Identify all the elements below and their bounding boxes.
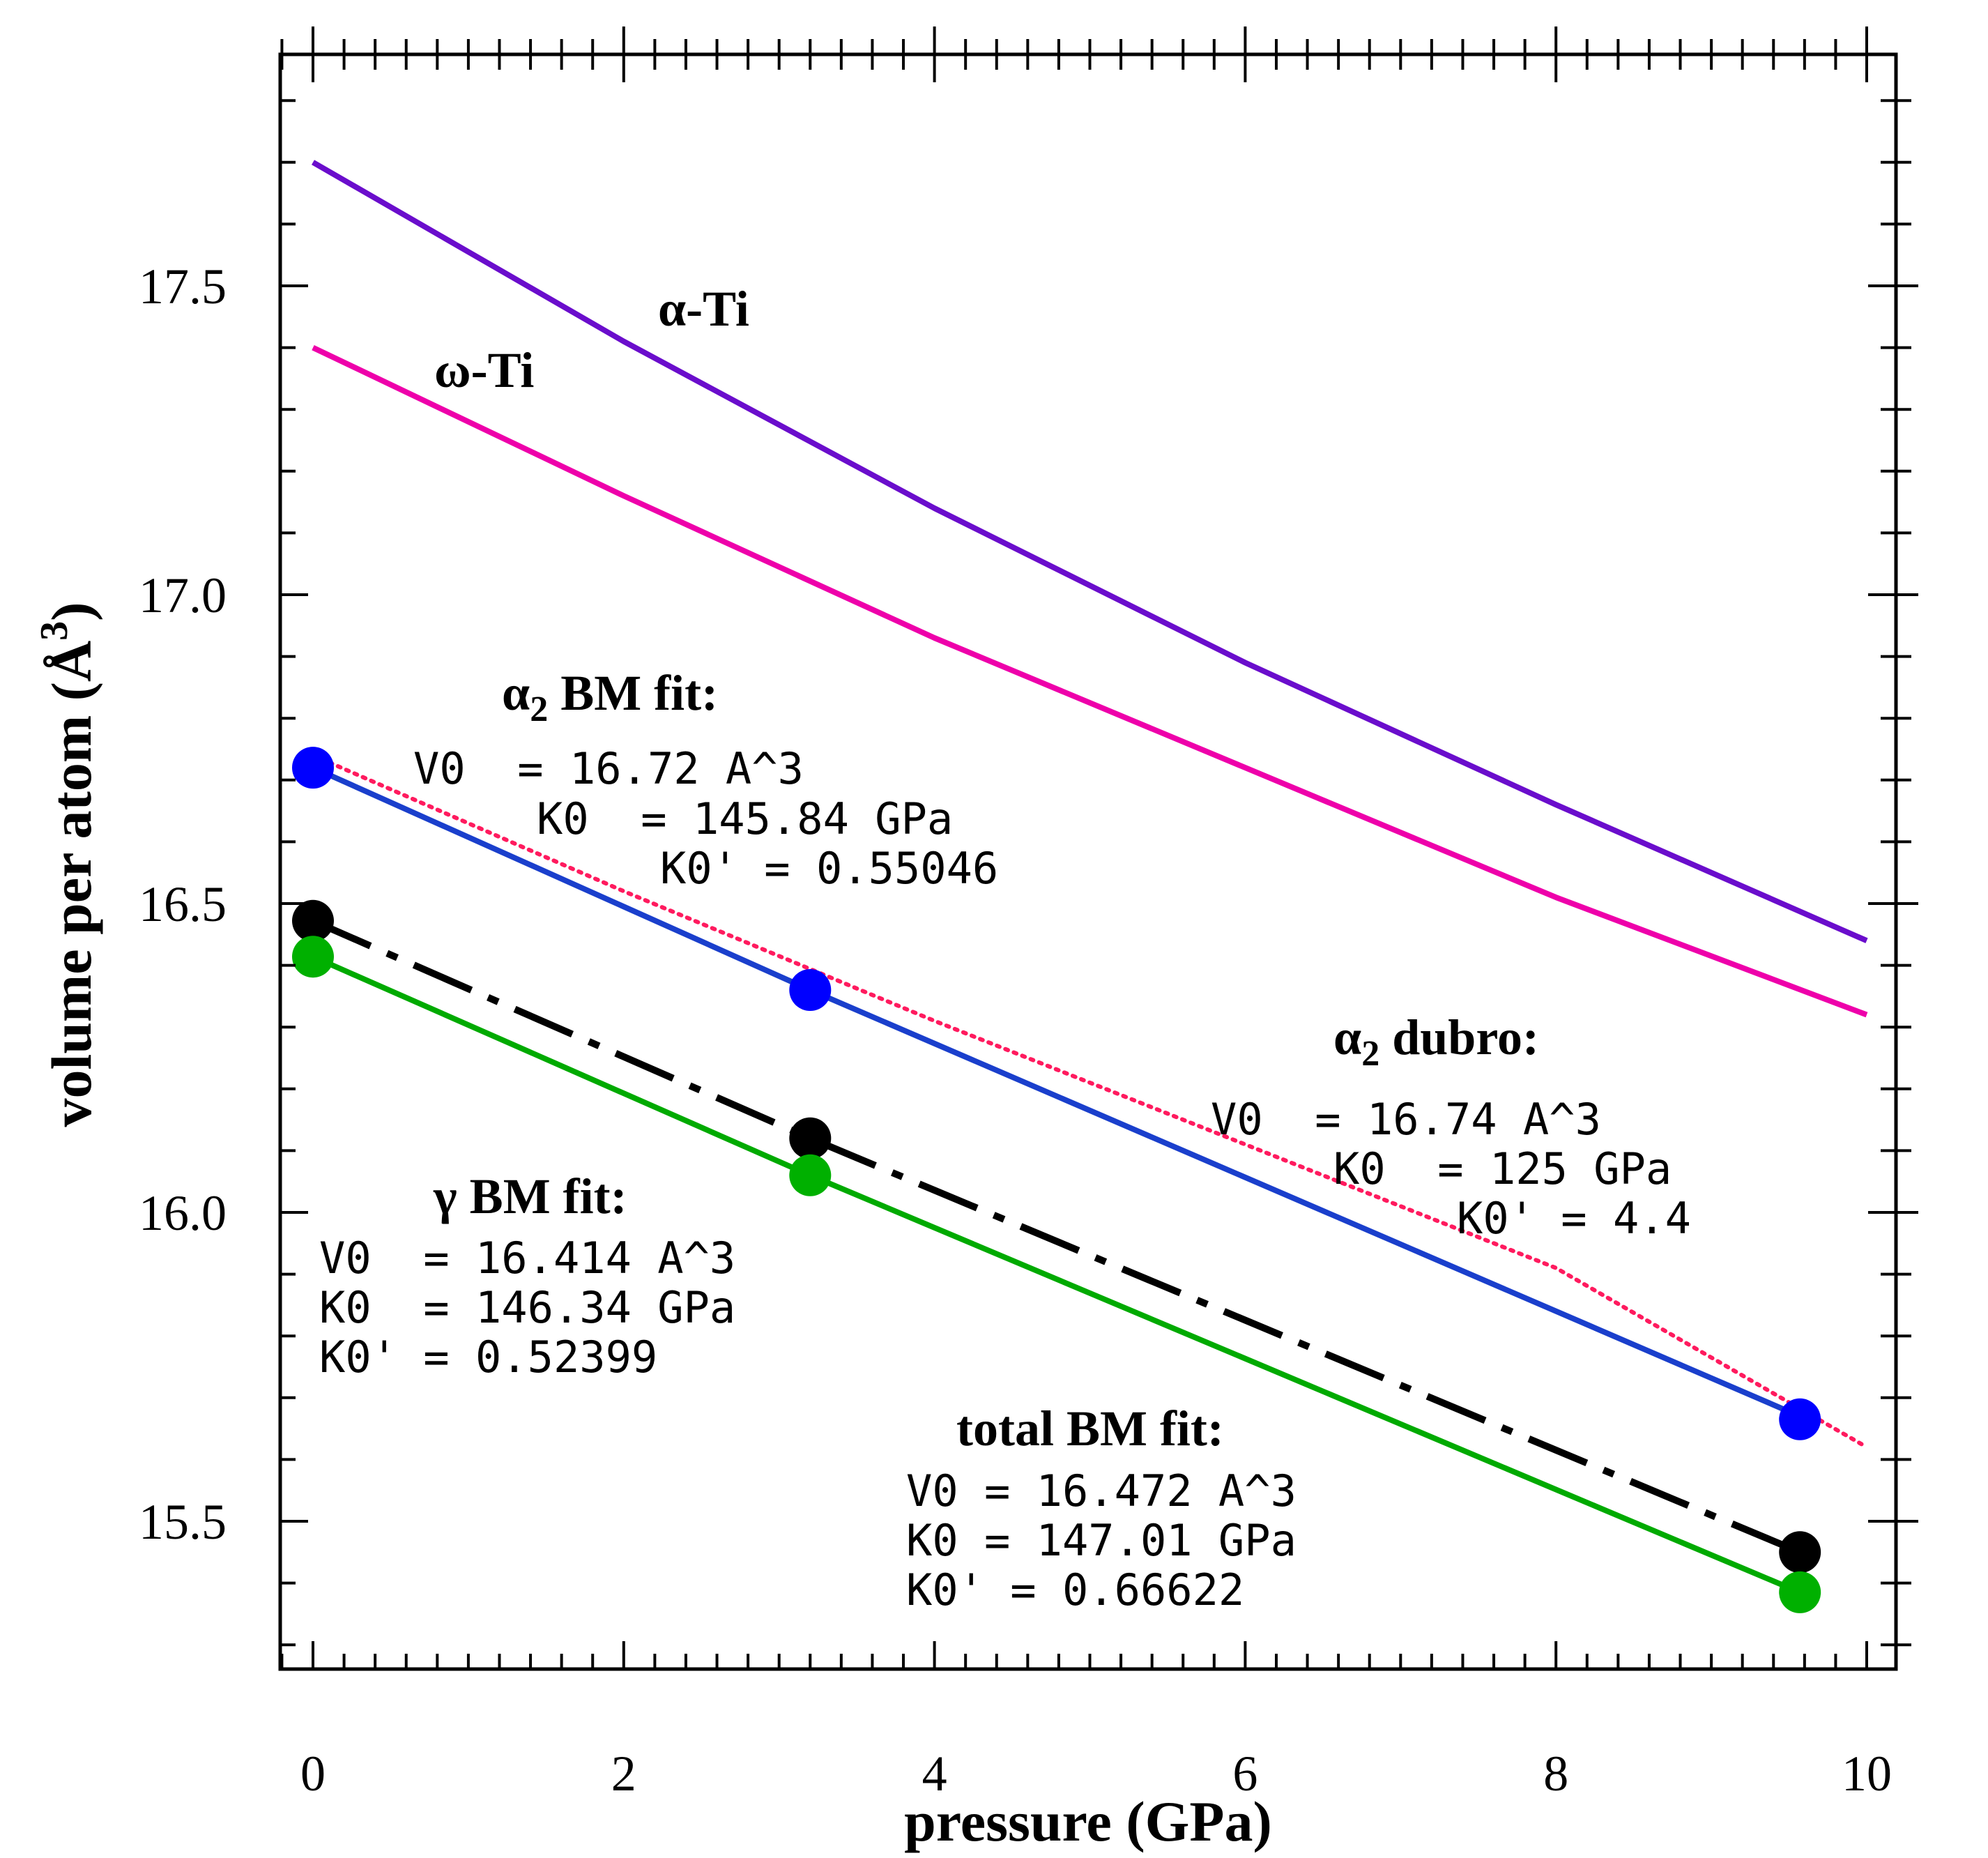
x-tick-label: 0 [300, 1746, 326, 1802]
total-bm-line-k0p: K0' = 0.66622 [906, 1564, 1244, 1615]
x-tick-label: 4 [922, 1746, 947, 1802]
omega-ti-label: ω-Ti [434, 342, 534, 398]
total-bm-line-k0: K0 = 147.01 GPa [906, 1515, 1297, 1566]
x-axis-title: pressure (GPa) [904, 1790, 1272, 1853]
y-axis-title: volume per atom (Å3) [33, 602, 103, 1127]
alpha2-bm-line-k0p: K0' = 0.55046 [660, 843, 998, 894]
data-point--bm-fit [1779, 1571, 1821, 1613]
series-line-total-bm-fit [311, 917, 1802, 1555]
plot-frame [278, 52, 1898, 1671]
gamma-bm-line-v0: V0 = 16.414 A^3 [319, 1233, 735, 1284]
alpha2-dubro-line-v0: V0 = 16.74 A^3 [1211, 1094, 1601, 1145]
y-tick-label: 17.5 [139, 259, 227, 314]
data-point--2-bm-fit [292, 747, 334, 789]
y-tick-label: 15.5 [139, 1494, 227, 1550]
alpha2-bm-line-v0: V0 = 16.72 A^3 [413, 743, 804, 794]
data-point-total-bm-fit [1779, 1531, 1821, 1574]
data-point-total-bm-fit [292, 899, 334, 942]
alpha2-bm-title-rest: BM fit: [548, 665, 718, 721]
alpha2-dubro-title-alpha: α [1333, 1010, 1361, 1065]
gamma-bm-line-k0p: K0' = 0.52399 [319, 1332, 657, 1383]
series-layer [311, 160, 1869, 1595]
x-tick-label: 8 [1543, 1746, 1568, 1802]
alpha2-dubro-title: α2 dubro: [1333, 1010, 1539, 1074]
x-tick-label: 10 [1842, 1746, 1892, 1802]
y-tick-label: 17.0 [139, 568, 227, 623]
data-point--2-bm-fit [789, 969, 832, 1011]
series-line--ti [312, 344, 1868, 1018]
alpha2-bm-title-sub: 2 [530, 690, 548, 729]
series-line--2-dubro [311, 753, 1869, 1449]
alpha2-bm-title-alpha: α [502, 665, 530, 721]
series-line--ti [312, 160, 1868, 943]
y-tick-label: 16.5 [139, 876, 227, 932]
gamma-bm-line-k0: K0 = 146.34 GPa [319, 1282, 735, 1333]
alpha2-bm-line-k0: K0 = 145.84 GPa [537, 793, 953, 844]
alpha2-dubro-title-sub: 2 [1361, 1034, 1379, 1074]
y-axis-title-sup: 3 [33, 621, 76, 641]
x-tick-label: 6 [1232, 1746, 1257, 1802]
alpha2-bm-title: α2 BM fit: [502, 665, 718, 729]
alpha2-dubro-line-k0: K0 = 125 GPa [1333, 1143, 1672, 1194]
points-layer [292, 747, 1821, 1613]
total-bm-title: total BM fit: [956, 1401, 1224, 1456]
y-axis-title-main: volume per atom (Å [40, 641, 103, 1127]
data-point--bm-fit [789, 1154, 832, 1196]
data-point--2-bm-fit [1779, 1398, 1821, 1440]
y-tick-label: 16.0 [139, 1185, 227, 1241]
data-point-total-bm-fit [789, 1117, 832, 1159]
y-axis-title-close: ) [40, 602, 103, 621]
alpha2-dubro-line-k0p: K0' = 4.4 [1457, 1193, 1691, 1244]
ticklabels-layer: 0 2 4 6 8 10 15.5 16.0 16.5 17.0 17.5 [139, 259, 1892, 1802]
data-point--bm-fit [292, 936, 334, 978]
alpha2-dubro-title-rest: dubro: [1379, 1010, 1539, 1065]
gamma-bm-title: γ BM fit: [433, 1168, 627, 1224]
total-bm-line-v0: V0 = 16.472 A^3 [906, 1465, 1297, 1516]
x-tick-label: 2 [611, 1746, 636, 1802]
ticks-layer [280, 26, 1918, 1669]
alpha-ti-label: α-Ti [658, 281, 749, 337]
